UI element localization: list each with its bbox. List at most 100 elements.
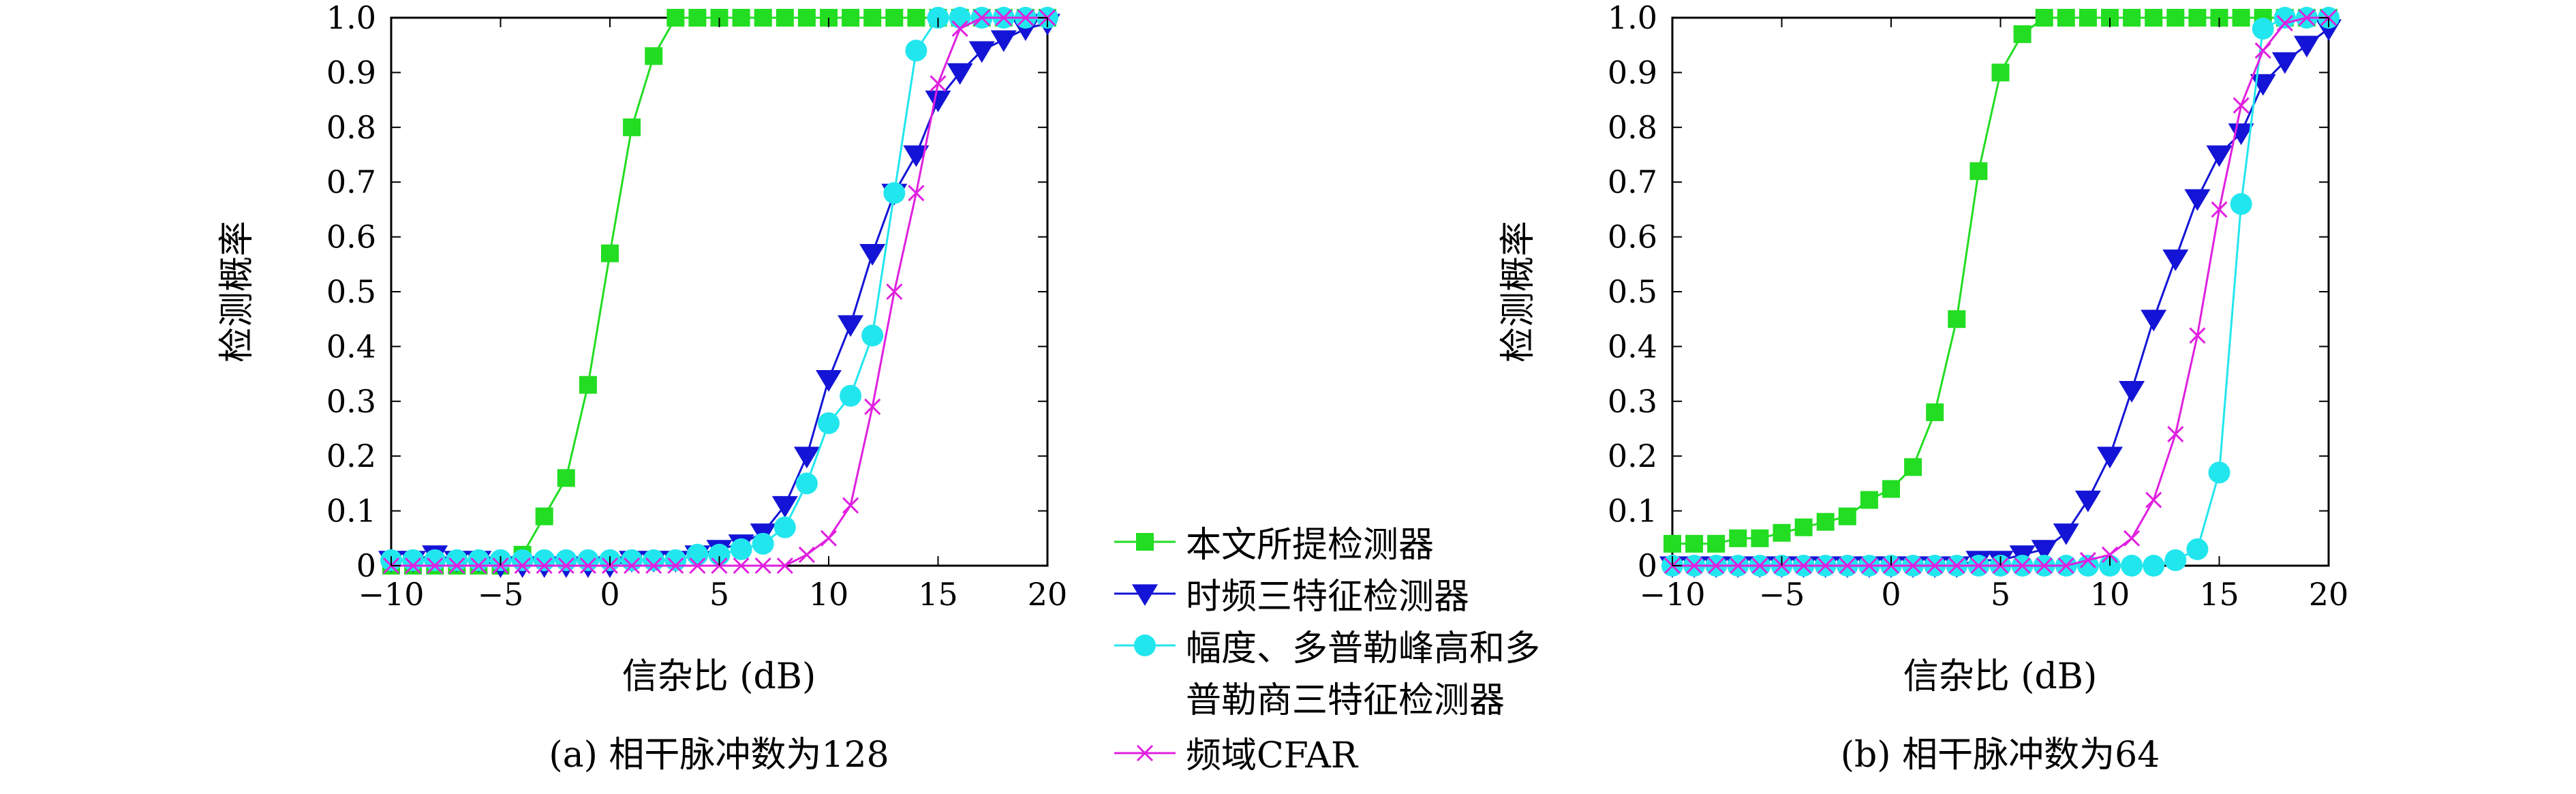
series-2 [378,14,1060,579]
caption-a: (a) 相干脉冲数为128 [549,735,889,776]
x-tick-label: −5 [478,576,524,613]
data-point-cross [1927,557,1944,575]
y-tick-label: 0.3 [1608,383,1657,420]
caption-b: (b) 相干脉冲数为64 [1841,735,2160,776]
plot-marks-a [378,7,1060,579]
data-point-triangle [2141,309,2167,332]
y-tick-label: 0.4 [326,328,376,365]
legend: 本文所提检测器 时频三特征检测器 幅度、多普勒峰高和多 普勒商三特征检测器 频域… [1114,525,1540,776]
data-point-cross [2014,557,2031,575]
data-point-circle [511,549,534,571]
axis-ticks-a: −10 −5 0 5 10 15 20 0 0.1 0.2 0.3 0.4 0.5 0.6 0.7 0.8 0.… [326,0,1067,613]
chart-panel-b: −10 −5 0 5 10 15 20 0 0.1 0.2 0.3 0.4 0.5 0.6 0.7 0.8 0.… [1498,0,2348,776]
series-line [1672,27,2329,567]
data-point-circle [2164,549,2187,571]
y-tick-label: 1.0 [326,0,376,36]
data-point-circle [424,549,446,571]
data-point-triangle [968,41,995,63]
data-point-circle [861,324,884,347]
data-point-square [1773,523,1791,542]
data-point-square [1729,529,1747,547]
data-point-square [842,9,860,27]
data-point-triangle [2228,123,2254,145]
y-tick-label: 0.5 [1608,273,1657,310]
data-point-triangle [859,244,886,266]
x-tick-label: 20 [1028,576,1068,613]
data-point-cross [1860,557,1877,575]
data-point-cross [427,557,444,575]
y-tick-label: 0.3 [326,383,376,420]
data-point-triangle [2097,446,2123,469]
data-point-cross [1686,557,1703,575]
data-point-triangle [925,90,951,112]
data-point-cross [448,557,465,575]
x-tick-label: 15 [2199,576,2239,613]
data-point-triangle [903,145,930,168]
data-point-cross [645,557,662,575]
data-point-square [732,9,750,27]
data-point-circle [2143,555,2165,577]
data-point-circle [555,549,577,571]
data-point-square [885,9,904,27]
data-point-cross [973,9,990,27]
y-tick-label: 0.2 [1608,438,1657,474]
data-point-cross [930,75,947,92]
data-point-square [776,9,794,27]
series-3 [380,7,1058,571]
data-point-cross [470,557,487,575]
y-axis-label-a: 检测概率 [217,221,258,363]
data-point-cross [2276,14,2293,32]
data-point-square [797,9,816,27]
y-tick-label: 0.7 [326,164,376,200]
data-point-circle [686,543,709,566]
data-point-cross [754,557,771,575]
data-point-triangle [2271,52,2298,74]
legend-marker-cross [1136,744,1154,762]
data-point-circle [752,532,774,555]
data-point-square [1816,513,1835,531]
legend-label-2: 时频三特征检测器 [1186,577,1469,617]
data-point-circle [905,40,927,62]
data-point-cross [2167,425,2184,443]
x-tick-label: 5 [709,576,729,613]
data-point-circle [402,549,425,571]
data-point-cross [951,20,968,37]
y-tick-label: 0 [1638,547,1657,584]
data-point-square [2079,9,2097,27]
data-point-circle [446,549,468,571]
data-point-cross [2101,546,2119,563]
data-point-cross [2233,97,2250,114]
data-point-cross [1839,557,1856,575]
plot-marks-b [1659,7,2342,579]
data-point-circle [773,516,796,538]
legend-marker-square [1136,533,1154,551]
data-point-cross [776,557,793,575]
y-tick-label: 0.2 [326,438,376,474]
data-point-triangle [793,446,820,469]
y-tick-label: 0 [356,547,376,584]
data-point-cross [2298,9,2315,27]
data-point-cross [579,557,596,575]
data-point-triangle [2293,35,2320,58]
series-line [391,16,1047,567]
data-point-cross [2211,201,2228,218]
data-point-triangle [816,369,842,392]
y-tick-label: 0.5 [326,273,376,310]
data-point-circle [2273,7,2296,29]
data-point-cross [820,530,838,547]
data-point-cross [798,546,815,563]
y-tick-label: 0.9 [1608,54,1657,91]
legend-label-4: 频域CFAR [1186,735,1359,776]
legend-label-3b: 普勒商三特征检测器 [1186,680,1505,721]
data-point-square [688,9,707,27]
data-point-triangle [2119,381,2145,403]
data-point-circle [643,549,665,571]
data-point-square [2145,9,2163,27]
data-point-cross [514,557,531,575]
series-line [1672,16,2329,567]
data-point-square [2166,9,2185,27]
legend-marker-triangle [1132,584,1158,607]
legend-markers [1114,533,1176,762]
data-point-square [579,376,597,394]
data-point-cross [1905,557,1922,575]
